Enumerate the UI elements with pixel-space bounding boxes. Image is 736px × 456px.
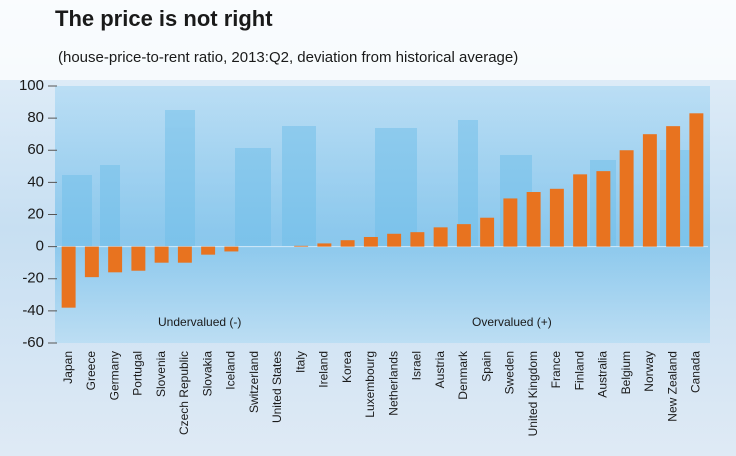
bar bbox=[177, 246, 192, 263]
x-tick-label: Australia bbox=[596, 351, 610, 398]
bar bbox=[108, 246, 123, 273]
x-tick-label: United States bbox=[270, 351, 284, 423]
bar bbox=[666, 126, 681, 247]
bar bbox=[201, 246, 216, 255]
bar bbox=[317, 243, 332, 247]
bar bbox=[456, 224, 471, 247]
y-tick-label: -20 bbox=[22, 270, 44, 287]
y-tick-label: -60 bbox=[22, 334, 44, 351]
bar bbox=[387, 233, 402, 247]
x-tick-label: Italy bbox=[293, 351, 307, 373]
x-tick-label: Austria bbox=[433, 351, 447, 389]
bar bbox=[433, 227, 448, 247]
y-tick-label: 80 bbox=[27, 109, 44, 126]
header-band bbox=[0, 0, 736, 80]
x-tick-label: Slovakia bbox=[200, 351, 214, 397]
x-tick-label: Korea bbox=[340, 351, 354, 383]
x-tick-label: Portugal bbox=[131, 351, 145, 396]
bar bbox=[154, 246, 169, 263]
bar bbox=[596, 171, 611, 247]
x-tick-label: Spain bbox=[479, 351, 493, 382]
bar bbox=[131, 246, 146, 271]
y-tick-label: 40 bbox=[27, 173, 44, 190]
bar bbox=[61, 246, 76, 308]
y-tick-label: 0 bbox=[36, 238, 44, 255]
y-tick-label: -40 bbox=[22, 302, 44, 319]
bar bbox=[340, 240, 355, 247]
bar bbox=[480, 217, 495, 247]
x-tick-label: Sweden bbox=[503, 351, 517, 394]
bar bbox=[410, 232, 425, 247]
y-tick-label: 60 bbox=[27, 141, 44, 158]
x-tick-label: Netherlands bbox=[386, 351, 400, 416]
chart-title: The price is not right bbox=[55, 6, 273, 31]
annotation: Undervalued (-) bbox=[158, 315, 241, 329]
bar bbox=[619, 150, 634, 247]
bar bbox=[363, 236, 378, 247]
x-tick-label: Switzerland bbox=[247, 351, 261, 413]
x-tick-label: Israel bbox=[410, 351, 424, 380]
bar bbox=[642, 134, 657, 247]
bar bbox=[573, 174, 588, 247]
bar bbox=[689, 113, 704, 247]
y-tick-label: 20 bbox=[27, 205, 44, 222]
chart-subtitle: (house-price-to-rent ratio, 2013:Q2, dev… bbox=[58, 49, 518, 66]
x-tick-label: France bbox=[549, 351, 563, 389]
y-tick-label: 100 bbox=[19, 77, 44, 94]
x-tick-label: Greece bbox=[84, 351, 98, 391]
bar bbox=[503, 198, 518, 247]
bar bbox=[224, 246, 239, 252]
x-tick-label: Finland bbox=[572, 351, 586, 390]
x-tick-label: New Zealand bbox=[665, 351, 679, 422]
bar bbox=[84, 246, 99, 278]
x-tick-label: Norway bbox=[642, 351, 656, 392]
x-tick-label: Luxembourg bbox=[363, 351, 377, 418]
x-tick-label: Belgium bbox=[619, 351, 633, 394]
annotation: Overvalued (+) bbox=[472, 315, 552, 329]
x-tick-label: Iceland bbox=[224, 351, 238, 390]
bar bbox=[549, 188, 564, 247]
bar bbox=[294, 245, 309, 247]
x-tick-label: Czech Republic bbox=[177, 351, 191, 435]
x-tick-label: Canada bbox=[689, 351, 703, 393]
bar bbox=[526, 192, 541, 247]
x-tick-label: Japan bbox=[61, 351, 75, 384]
x-tick-label: United Kingdom bbox=[526, 351, 540, 436]
x-tick-label: Germany bbox=[107, 351, 121, 400]
x-tick-label: Slovenia bbox=[154, 351, 168, 397]
x-tick-label: Denmark bbox=[456, 350, 470, 400]
x-tick-label: Ireland bbox=[317, 351, 331, 388]
